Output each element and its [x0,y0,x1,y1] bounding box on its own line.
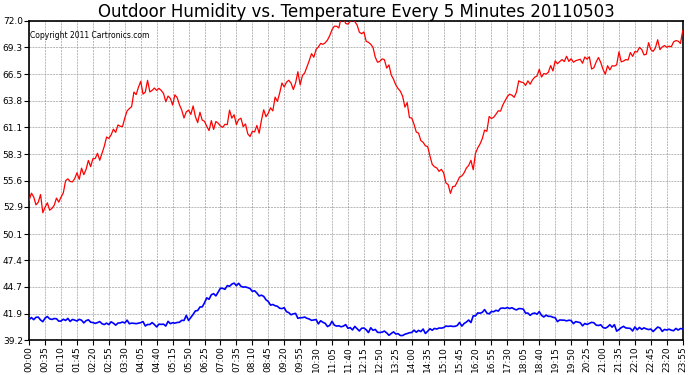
Text: Copyright 2011 Cartronics.com: Copyright 2011 Cartronics.com [30,30,150,39]
Title: Outdoor Humidity vs. Temperature Every 5 Minutes 20110503: Outdoor Humidity vs. Temperature Every 5… [97,3,614,21]
